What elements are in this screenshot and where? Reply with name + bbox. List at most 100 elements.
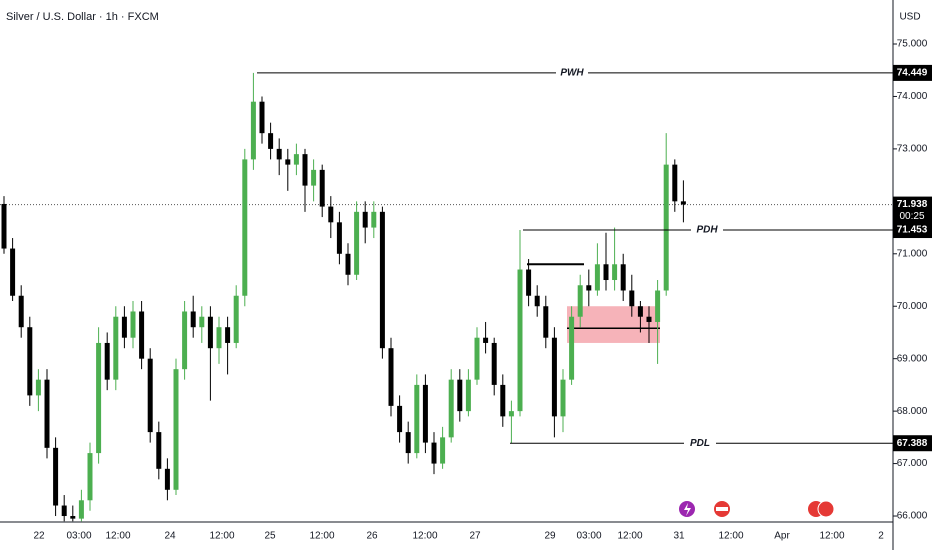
candle-body: [96, 342, 102, 454]
candle-body: [517, 269, 523, 412]
candle-body: [268, 133, 274, 149]
candle-body: [35, 379, 41, 396]
y-tick-label: 75.000: [897, 39, 928, 50]
candle-body: [362, 211, 368, 228]
candle-body: [629, 290, 635, 307]
candle-body: [156, 432, 162, 469]
candle-body: [663, 164, 669, 291]
price-tag: [893, 222, 932, 239]
candle-body: [285, 159, 291, 165]
current-price-label: 71.938: [897, 199, 928, 210]
candle-body: [139, 311, 145, 359]
candle-body: [61, 505, 67, 517]
candle-body: [620, 264, 626, 291]
candle-body: [422, 384, 428, 443]
price-tag: [893, 64, 932, 81]
y-tick-label: 66.000: [897, 511, 928, 522]
x-tick-label: 12:00: [819, 531, 844, 542]
level-label-bg: [684, 436, 716, 451]
candle-body: [199, 316, 205, 328]
candle-body: [250, 101, 256, 160]
y-tick-label: 69.000: [897, 353, 928, 364]
candle-body: [53, 447, 59, 506]
y-tick-label: 67.000: [897, 458, 928, 469]
x-tick-label: 22: [33, 531, 45, 542]
candle-body: [508, 411, 514, 417]
level-label: PDL: [690, 438, 710, 449]
y-tick-label: 71.000: [897, 248, 928, 259]
candle-body: [130, 311, 136, 338]
x-tick-label: 2: [878, 531, 884, 542]
candle-body: [311, 169, 317, 186]
candle-body: [113, 316, 119, 380]
candle-body: [560, 379, 566, 417]
chart-title: Silver / U.S. Dollar · 1h · FXCM: [6, 11, 159, 23]
candle-body: [405, 432, 411, 454]
candle-body: [612, 264, 618, 281]
candle-body: [328, 206, 334, 223]
event-flag: [817, 500, 835, 518]
level-label: PDH: [696, 225, 718, 236]
x-tick-label: 12:00: [617, 531, 642, 542]
candle-body: [27, 327, 33, 396]
x-tick-label: 12:00: [309, 531, 334, 542]
candle-body: [259, 101, 265, 134]
candle-body: [491, 342, 497, 385]
candle-body: [483, 337, 489, 343]
candle-body: [336, 222, 342, 254]
price-tag-label: 71.453: [897, 225, 928, 236]
candle-body: [345, 253, 351, 275]
candle-body: [70, 516, 76, 519]
candle-body: [594, 264, 600, 291]
candle-body: [242, 159, 248, 296]
candle-body: [147, 358, 153, 433]
candle-body: [379, 211, 385, 349]
candle-body: [207, 316, 213, 349]
event-icon-bolt: [684, 503, 691, 516]
candle-body: [302, 154, 308, 186]
y-tick-label: 70.000: [897, 301, 928, 312]
x-tick-label: 25: [264, 531, 276, 542]
candle-body: [87, 453, 93, 501]
price-tag: [893, 435, 932, 452]
candle-body: [182, 311, 188, 370]
candle-body: [216, 327, 222, 349]
candle-body: [534, 295, 540, 307]
candle-body: [465, 379, 471, 412]
price-tag-label: 74.449: [897, 68, 928, 79]
level-label: PWH: [560, 68, 584, 79]
candle-body: [457, 379, 463, 412]
candle-body: [474, 337, 480, 380]
candle-body: [44, 379, 50, 448]
x-tick-label: 12:00: [105, 531, 130, 542]
candle-body: [500, 384, 506, 417]
candle-body: [586, 285, 592, 291]
candle-body: [569, 316, 575, 380]
x-tick-label: 12:00: [718, 531, 743, 542]
x-tick-label: 31: [673, 531, 685, 542]
candle-body: [543, 306, 549, 338]
candle-body: [440, 437, 446, 464]
candle-body: [78, 500, 84, 519]
current-price-tag: [893, 196, 932, 225]
candle-body: [190, 311, 196, 328]
candle-body: [577, 285, 583, 317]
event-flag-stripe: [716, 507, 728, 511]
event-icons: [679, 500, 835, 518]
candle-body: [655, 290, 661, 322]
candle-body: [637, 306, 643, 317]
x-tick-label: 03:00: [576, 531, 601, 542]
x-tick-label: 26: [366, 531, 378, 542]
candle-body: [18, 295, 24, 328]
candle-body: [414, 384, 420, 454]
x-tick-label: 27: [469, 531, 481, 542]
candle-body: [164, 468, 170, 490]
candle-body: [388, 348, 394, 406]
x-tick-label: Apr: [774, 531, 790, 542]
candle-body: [526, 269, 532, 296]
price-tag-label: 67.388: [897, 438, 928, 449]
candle-body: [603, 264, 609, 281]
currency: USD: [899, 12, 920, 23]
candle-body: [319, 169, 325, 207]
